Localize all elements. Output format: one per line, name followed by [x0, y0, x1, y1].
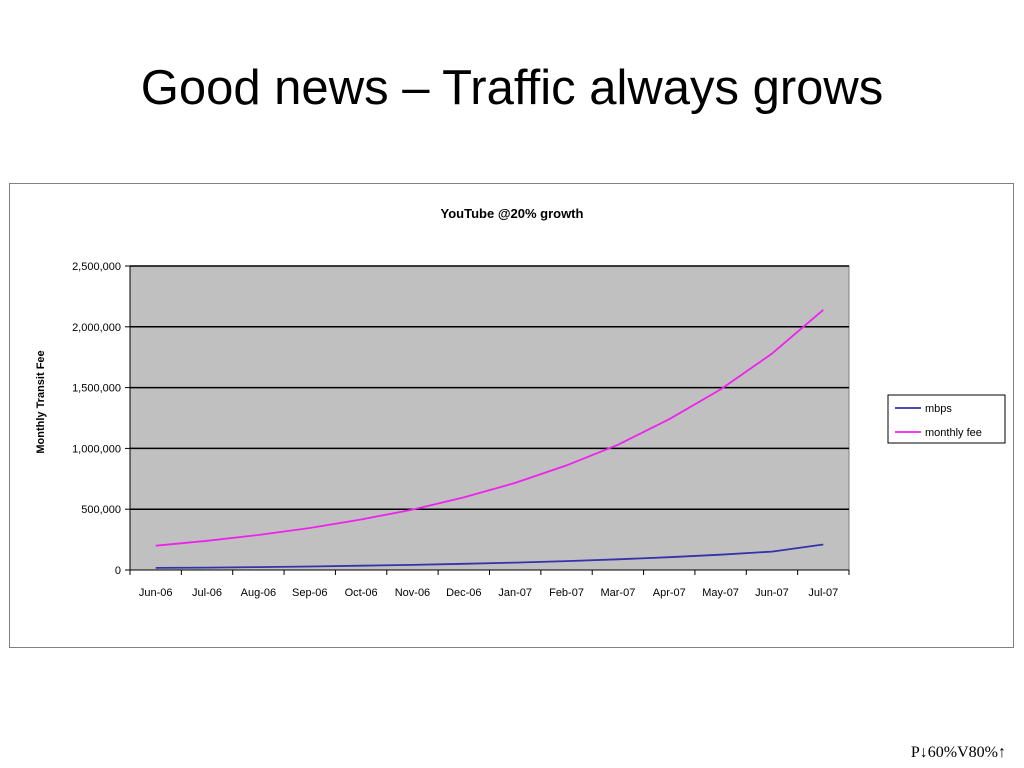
- legend-label-mbps: mbps: [925, 403, 952, 415]
- x-tick-label: Jun-06: [139, 587, 173, 599]
- chart-title: YouTube @20% growth: [441, 206, 584, 221]
- plot-area: 0 500,000 1,000,000 1,500,000 2,000,000 2,500…: [72, 261, 850, 599]
- x-tick-label: Feb-07: [549, 587, 584, 599]
- x-tick-label: Mar-07: [600, 587, 635, 599]
- y-tick-label: 2,000,000: [72, 322, 121, 334]
- y-axis-label: Monthly Transit Fee: [35, 350, 47, 453]
- y-tick-label: 2,500,000: [72, 261, 121, 273]
- x-tick-label: Sep-06: [292, 587, 327, 599]
- x-tick-label: Apr-07: [653, 587, 686, 599]
- series-line-monthly-fee: [155, 309, 824, 547]
- legend-label-monthly-fee: monthly fee: [925, 427, 982, 439]
- x-tick-label: Jan-07: [498, 587, 532, 599]
- x-tick-label: Aug-06: [241, 587, 276, 599]
- y-tick-label: 1,000,000: [72, 443, 121, 455]
- y-tick-label: 1,500,000: [72, 383, 121, 395]
- slide-footer: P↓60%V80%↑: [910, 744, 1006, 761]
- x-tick-label: Jul-06: [192, 587, 222, 599]
- slide-title: Good news – Traffic always grows: [140, 61, 884, 115]
- y-tick-label: 0: [115, 565, 121, 577]
- y-tick-label: 500,000: [81, 504, 121, 516]
- plot-background: [129, 265, 850, 571]
- x-tick-label: Jun-07: [755, 587, 789, 599]
- x-tick-label: Nov-06: [395, 587, 430, 599]
- x-tick-label: Oct-06: [345, 587, 378, 599]
- legend: mbps monthly fee: [887, 394, 1006, 444]
- legend-box: [887, 394, 1006, 444]
- series-line-mbps: [155, 543, 824, 569]
- x-tick-label: May-07: [702, 587, 739, 599]
- x-tick-label: Jul-07: [808, 587, 838, 599]
- x-tick-label: Dec-06: [446, 587, 481, 599]
